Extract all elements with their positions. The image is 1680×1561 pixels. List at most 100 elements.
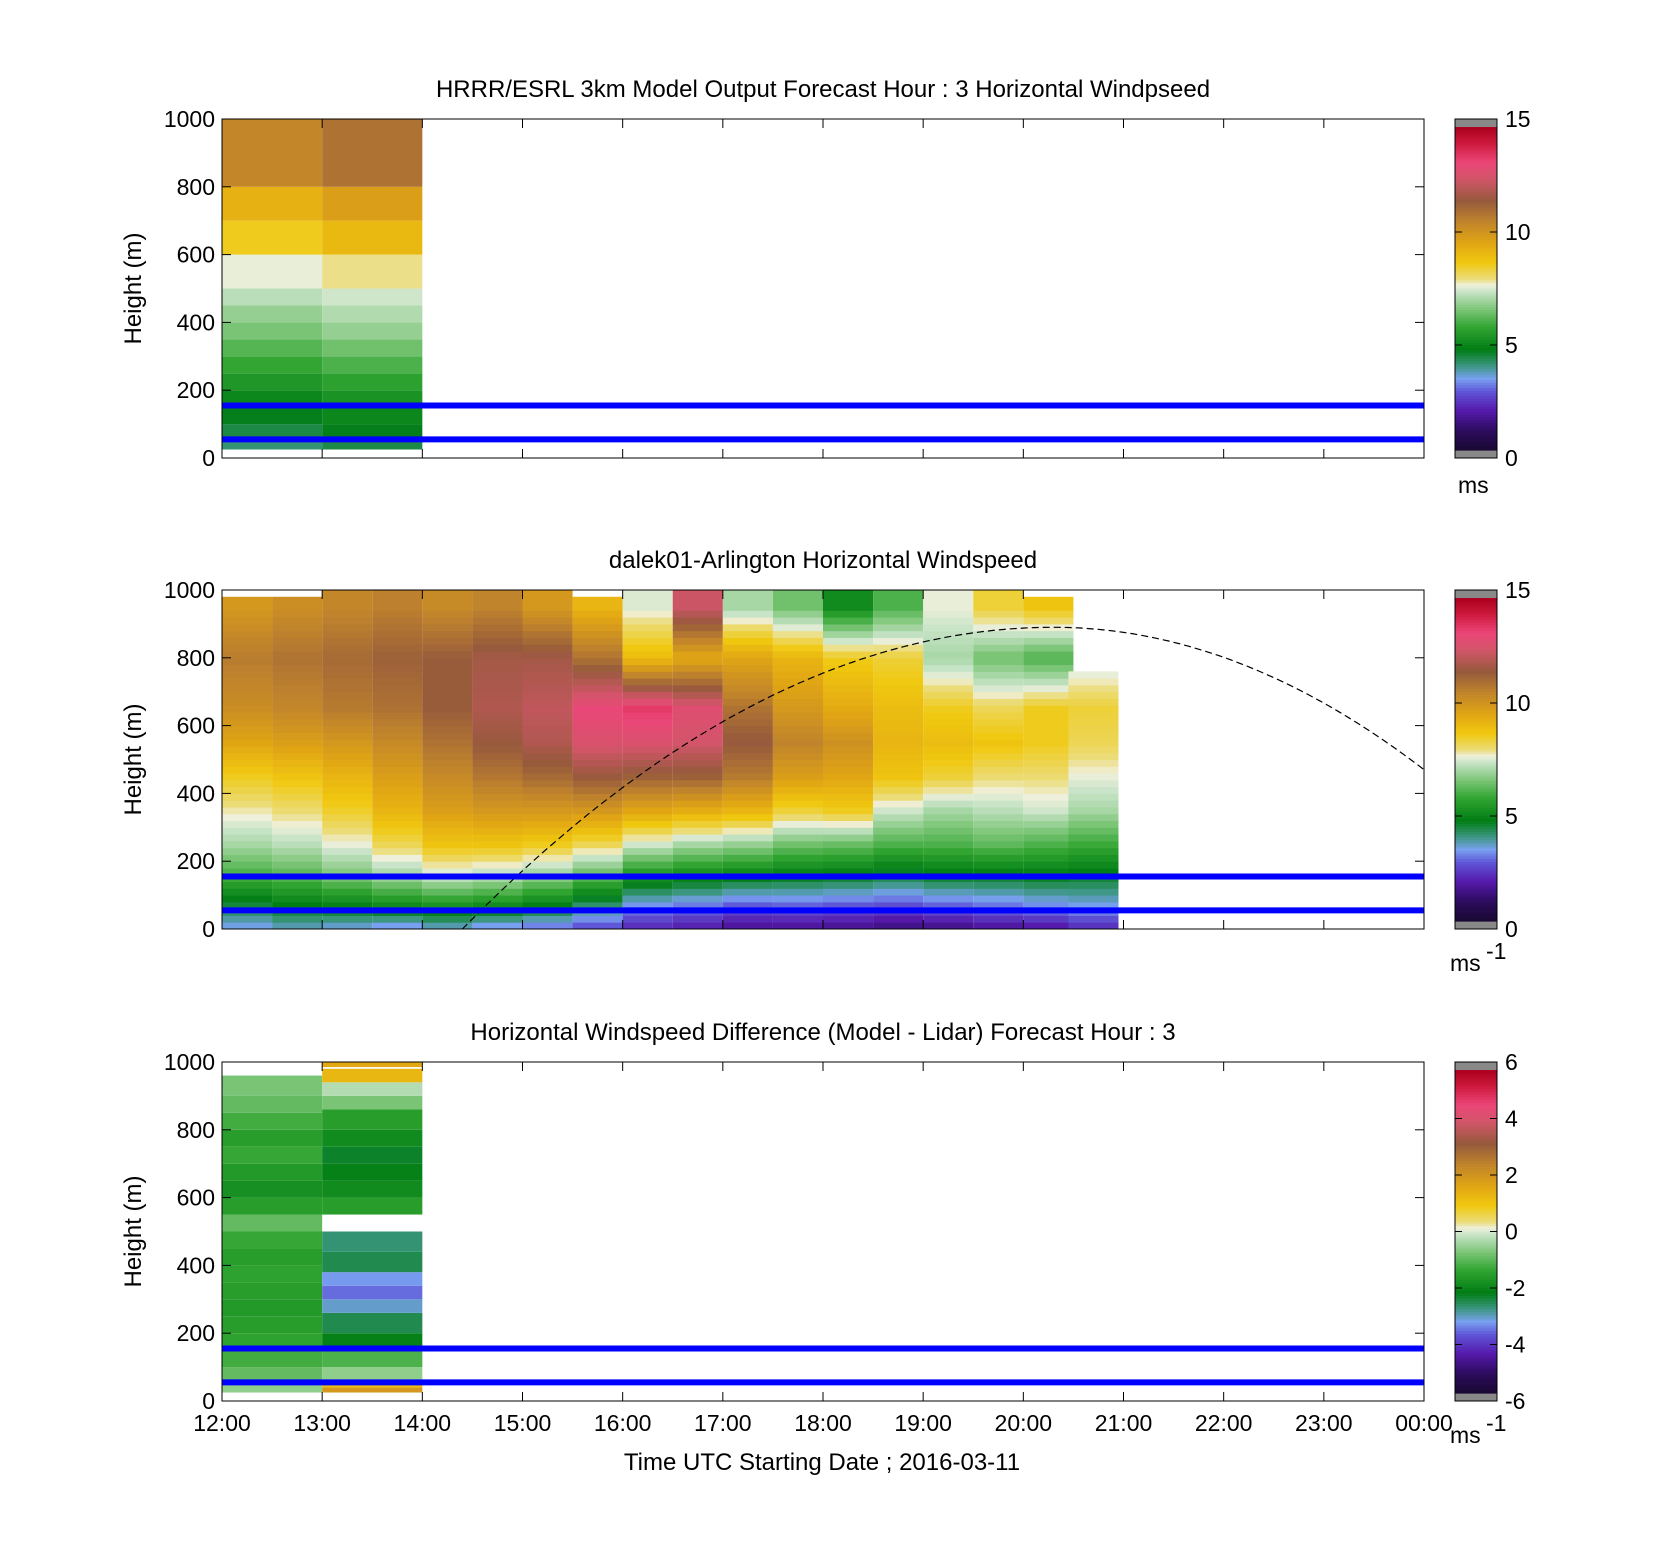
colorbar-segment [1455, 1244, 1497, 1249]
colorbar-segment [1455, 708, 1497, 712]
heatmap-cell [472, 834, 523, 842]
colorbar-segment [1455, 285, 1497, 290]
heatmap-cell [322, 773, 373, 781]
colorbar-segment [1455, 188, 1497, 193]
heatmap-cell [722, 678, 773, 686]
heatmap-cell [572, 603, 623, 611]
heatmap-cell [973, 915, 1024, 923]
heatmap-cell [222, 820, 273, 828]
colorbar-segment [1455, 751, 1497, 755]
heatmap-cell [722, 793, 773, 801]
heatmap-cell [672, 922, 723, 930]
colorbar-segment [1455, 641, 1497, 645]
colorbar-segment [1455, 816, 1497, 820]
heatmap-cell [222, 881, 273, 889]
colorbar-segment [1455, 240, 1497, 244]
colorbar-segment [1455, 600, 1497, 604]
heatmap-cell [572, 827, 623, 835]
heatmap-cell [772, 766, 823, 774]
colorbar-segment [1455, 226, 1497, 230]
y-tick-label: 600 [177, 713, 215, 739]
heatmap-cell [522, 725, 573, 733]
heatmap-cell [572, 820, 623, 828]
heatmap-cell [422, 915, 473, 923]
heatmap-cell [322, 630, 373, 638]
heatmap-cell [422, 623, 473, 632]
colorbar-segment [1455, 667, 1497, 672]
colorbar-segment [1455, 735, 1497, 739]
colorbar-segment [1455, 388, 1497, 392]
colorbar-segment [1455, 390, 1497, 395]
heatmap-cell [1023, 664, 1074, 672]
heatmap-cell [722, 617, 773, 625]
heatmap-cell [923, 596, 974, 605]
heatmap-cell [823, 881, 874, 889]
colorbar-segment [1455, 1328, 1497, 1332]
heatmap-cell [422, 847, 473, 855]
colorbar-segment [1455, 334, 1497, 338]
heatmap-cell [372, 664, 423, 672]
colorbar-segment [1455, 277, 1497, 282]
heatmap-cell [973, 712, 1024, 720]
heatmap-cell [622, 691, 673, 699]
heatmap-cell [272, 617, 323, 625]
colorbar-segment [1455, 382, 1497, 386]
panel-title: HRRR/ESRL 3km Model Output Forecast Hour… [436, 76, 1210, 103]
colorbar-tick-label: 0 [1505, 445, 1518, 471]
heatmap-cell [422, 739, 473, 747]
heatmap-cell [1023, 847, 1074, 855]
heatmap-cell [672, 840, 723, 849]
colorbar-segment [1455, 148, 1497, 152]
colorbar-unit: ms [1450, 950, 1481, 976]
heatmap-cell [322, 373, 423, 391]
heatmap-cell [222, 867, 273, 876]
heatmap-cell [572, 881, 623, 889]
colorbar-segment [1455, 673, 1497, 677]
heatmap-cell [422, 840, 473, 849]
heatmap-cell [823, 644, 874, 652]
heatmap-cell [873, 766, 924, 774]
colorbar-segment [1455, 1139, 1497, 1144]
heatmap-cell [1023, 718, 1074, 727]
heatmap-cell [873, 705, 924, 713]
heatmap-cell [923, 671, 974, 679]
colorbar-segment [1455, 1360, 1497, 1364]
colorbar-segment [1455, 194, 1497, 198]
colorbar-segment [1455, 261, 1497, 265]
heatmap-cell [622, 664, 673, 672]
colorbar-segment [1455, 834, 1497, 839]
heatmap-cell [823, 773, 874, 781]
heatmap-cell [222, 671, 273, 679]
colorbar-segment [1455, 1080, 1497, 1085]
heatmap-cell [622, 630, 673, 638]
heatmap-cell [472, 840, 523, 849]
colorbar-segment [1455, 398, 1497, 403]
heatmap-cell [622, 759, 673, 767]
heatmap-cell [372, 644, 423, 652]
heatmap-cell [472, 664, 523, 672]
heatmap-cell [472, 759, 523, 767]
colorbar-segment [1455, 1096, 1497, 1101]
heatmap-cell [722, 739, 773, 747]
colorbar-segment [1455, 444, 1497, 448]
heatmap-cell [1023, 671, 1074, 679]
heatmap-cell [672, 725, 723, 733]
colorbar-tick-label: -2 [1505, 1275, 1525, 1301]
heatmap-cell [923, 698, 974, 706]
colorbar-segment [1455, 423, 1497, 427]
colorbar-segment [1455, 1204, 1497, 1208]
colorbar-segment [1455, 412, 1497, 416]
heatmap-cell [322, 186, 423, 221]
heatmap-cell [722, 610, 773, 618]
heatmap-cell [522, 888, 573, 896]
heatmap-cell [372, 698, 423, 706]
heatmap-cell [672, 698, 723, 706]
heatmap-cell [572, 861, 623, 869]
heatmap-cell [1023, 888, 1074, 896]
heatmap-cell [572, 786, 623, 794]
heatmap-cell [1023, 793, 1074, 801]
heatmap-cell [522, 779, 573, 788]
heatmap-cell [772, 759, 823, 767]
heatmap-cell [472, 657, 523, 666]
heatmap-cell [1023, 617, 1074, 625]
